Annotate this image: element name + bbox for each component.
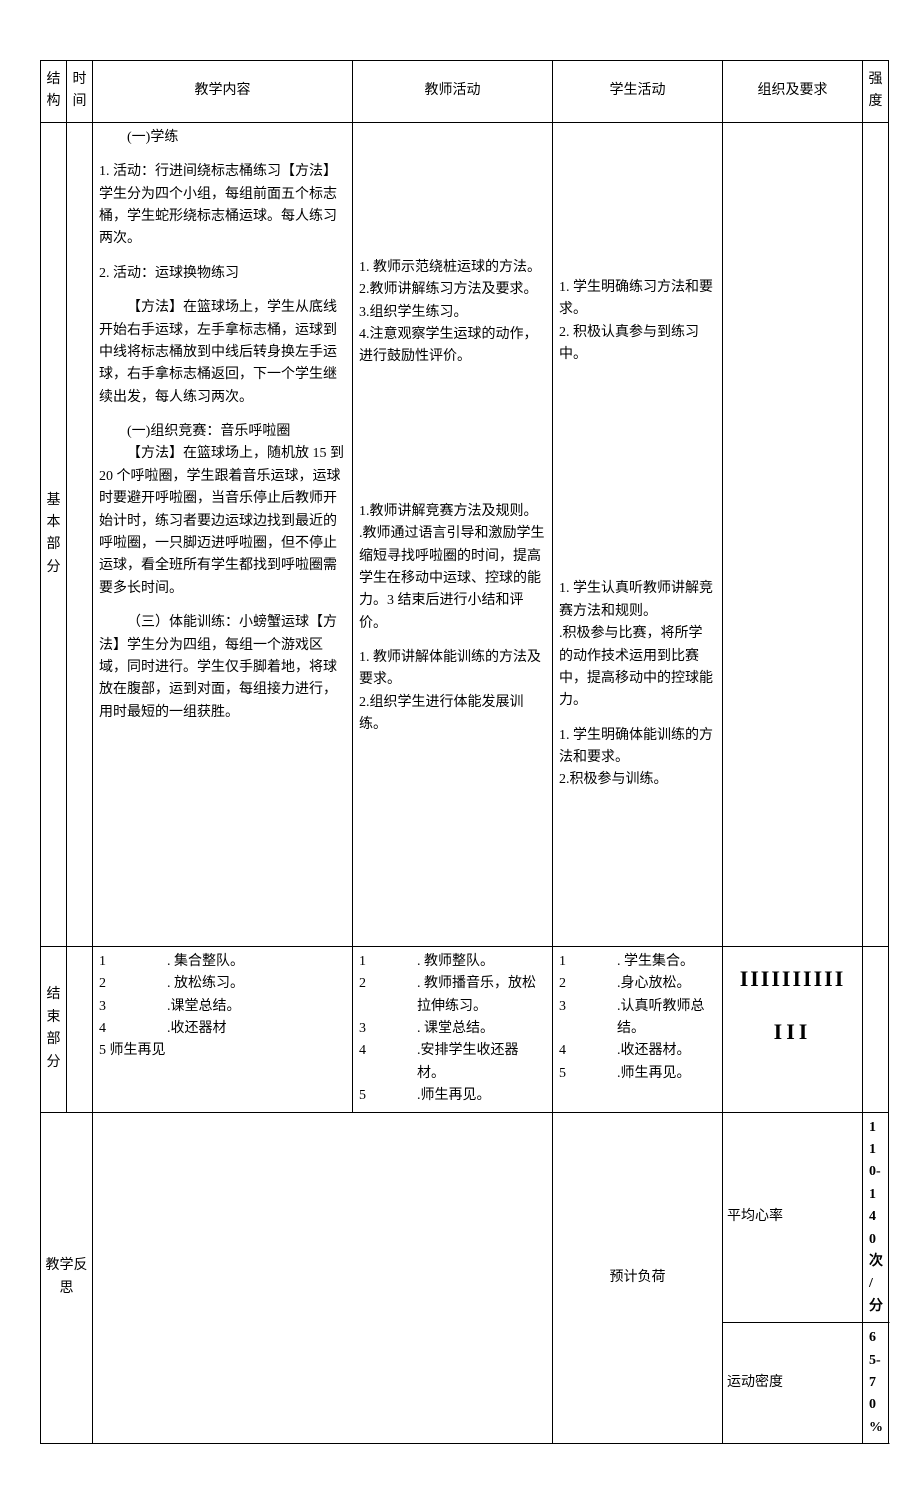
formation-row2: III <box>729 1014 856 1049</box>
hr-label: 平均心率 <box>723 1112 863 1323</box>
header-content: 教学内容 <box>93 61 353 123</box>
density-value: 65-70% <box>863 1323 889 1444</box>
formation-diagram: IIIIIIIIII III <box>729 951 856 1059</box>
end-student-list: 1. 学生集合。 2.身心放松。 3.认真听教师总结。 4.收还器材。 5.师生… <box>559 951 716 1085</box>
teacher-t5: 1.教师讲解竞赛方法及规则。 <box>359 501 546 523</box>
reflection-content <box>93 1112 553 1443</box>
content-p3-a: （三）体能训练：小螃蟹运球【方法】学生分为四组，每组一个游戏区域，同时进行。学生… <box>99 612 346 724</box>
header-intensity: 强度 <box>863 61 889 123</box>
main-section-time <box>67 122 93 946</box>
footer-row-1: 教学反思 预计负荷 平均心率 110-140 次/分 <box>41 1112 889 1323</box>
main-section-org <box>723 122 863 946</box>
content-p1-b: 2. 活动：运球换物练习 <box>99 263 346 285</box>
header-org: 组织及要求 <box>723 61 863 123</box>
teacher-t1: 1. 教师示范绕桩运球的方法。 <box>359 257 546 279</box>
end-teacher-list: 1. 教师整队。 2. 教师播音乐，放松拉伸练习。 3. 课堂总结。 4.安排学… <box>359 951 546 1108</box>
student-s1: 1. 学生明确练习方法和要求。 <box>559 277 716 322</box>
end-section-student: 1. 学生集合。 2.身心放松。 3.认真听教师总结。 4.收还器材。 5.师生… <box>553 946 723 1112</box>
end-section-org: IIIIIIIIII III <box>723 946 863 1112</box>
end-section-intensity <box>863 946 889 1112</box>
content-p1-c: 【方法】在篮球场上，学生从底线开始右手运球，左手拿标志桶，运球到中线将标志桶放到… <box>99 297 346 409</box>
hr-value: 110-140 次/分 <box>863 1112 889 1323</box>
teacher-t2: 2.教师讲解练习方法及要求。 <box>359 279 546 301</box>
main-section-student: 1. 学生明确练习方法和要求。 2. 积极认真参与到练习中。 1. 学生认真听教… <box>553 122 723 946</box>
main-section-teacher: 1. 教师示范绕桩运球的方法。 2.教师讲解练习方法及要求。 3.组织学生练习。… <box>353 122 553 946</box>
main-section-row: 基本部分 (一)学练 1. 活动：行进间绕标志桶练习【方法】学生分为四个小组，每… <box>41 122 889 946</box>
end-content-list: 1. 集合整队。 2. 放松练习。 3.课堂总结。 4.收还器材 5 师生再见 <box>99 951 346 1063</box>
content-p2-a: 【方法】在篮球场上，随机放 15 到 20 个呼啦圈，学生跟着音乐运球，运球时要… <box>99 443 346 600</box>
main-section-intensity <box>863 122 889 946</box>
formation-row1: IIIIIIIIII <box>729 961 856 996</box>
content-p1-a: 1. 活动：行进间绕标志桶练习【方法】学生分为四个小组，每组前面五个标志桶，学生… <box>99 161 346 251</box>
content-p1-title: (一)学练 <box>99 127 346 149</box>
student-s3: 1. 学生认真听教师讲解竞赛方法和规则。 <box>559 578 716 623</box>
student-s2: 2. 积极认真参与到练习中。 <box>559 322 716 367</box>
content-p2-title: (一)组织竞赛：音乐呼啦圈 <box>99 421 346 443</box>
end-section-content: 1. 集合整队。 2. 放松练习。 3.课堂总结。 4.收还器材 5 师生再见 <box>93 946 353 1112</box>
student-s5: 1. 学生明确体能训练的方法和要求。 <box>559 725 716 770</box>
main-section-content: (一)学练 1. 活动：行进间绕标志桶练习【方法】学生分为四个小组，每组前面五个… <box>93 122 353 946</box>
teacher-t8: 2.组织学生进行体能发展训练。 <box>359 692 546 737</box>
teacher-t4: 4.注意观察学生运球的动作，进行鼓励性评价。 <box>359 324 546 369</box>
density-label: 运动密度 <box>723 1323 863 1444</box>
end-section-label: 结束部分 <box>41 946 67 1112</box>
header-structure: 结构 <box>41 61 67 123</box>
end-section-row: 结束部分 1. 集合整队。 2. 放松练习。 3.课堂总结。 4.收还器材 5 … <box>41 946 889 1112</box>
student-s6: 2.积极参与训练。 <box>559 769 716 791</box>
end-section-teacher: 1. 教师整队。 2. 教师播音乐，放松拉伸练习。 3. 课堂总结。 4.安排学… <box>353 946 553 1112</box>
teacher-t7: 1. 教师讲解体能训练的方法及要求。 <box>359 647 546 692</box>
load-label: 预计负荷 <box>553 1112 723 1443</box>
lesson-plan-table: 结构 时间 教学内容 教师活动 学生活动 组织及要求 强度 基本部分 (一)学练… <box>40 60 889 1444</box>
header-row: 结构 时间 教学内容 教师活动 学生活动 组织及要求 强度 <box>41 61 889 123</box>
header-student: 学生活动 <box>553 61 723 123</box>
reflection-label: 教学反思 <box>41 1112 93 1443</box>
header-time: 时间 <box>67 61 93 123</box>
teacher-t3: 3.组织学生练习。 <box>359 302 546 324</box>
header-teacher: 教师活动 <box>353 61 553 123</box>
student-s4: .积极参与比赛，将所学的动作技术运用到比赛中，提高移动中的控球能力。 <box>559 623 716 713</box>
teacher-t6: .教师通过语言引导和激励学生缩短寻找呼啦圈的时间，提高学生在移动中运球、控球的能… <box>359 523 546 635</box>
main-section-label: 基本部分 <box>41 122 67 946</box>
end-section-time <box>67 946 93 1112</box>
